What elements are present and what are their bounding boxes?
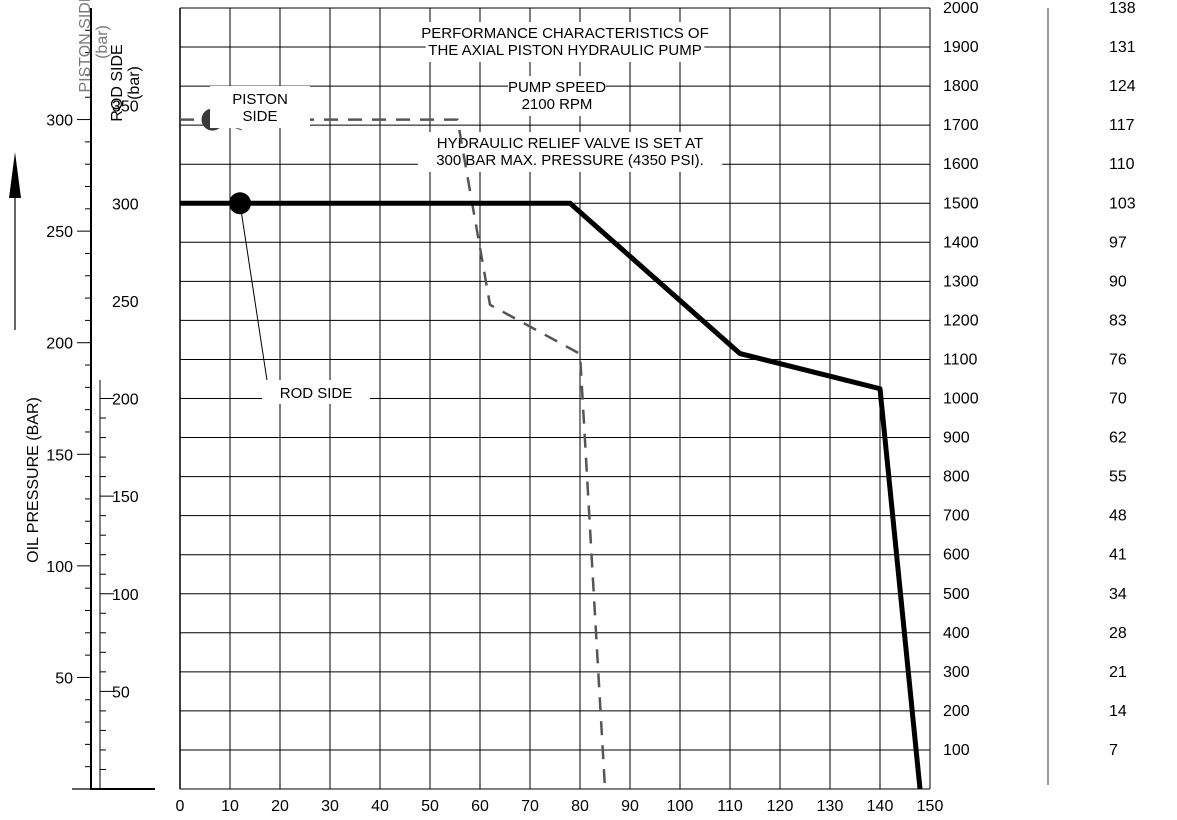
- piston-tick-label: 200: [46, 336, 73, 353]
- rod-tick-label: 300: [112, 196, 139, 213]
- x-tick-label: 100: [667, 798, 694, 815]
- piston-tick-label: 50: [55, 670, 73, 687]
- right-secondary-tick-label: 48: [1109, 508, 1127, 525]
- rod-tick-label: 50: [112, 684, 130, 701]
- right-primary-tick-label: 2000: [943, 0, 979, 17]
- right-primary-tick-label: 700: [943, 508, 970, 525]
- piston-tick-label: 250: [46, 224, 73, 241]
- piston-tick-label: 300: [46, 113, 73, 130]
- right-secondary-tick-label: 21: [1109, 664, 1127, 681]
- rod-tick-label: 350: [112, 99, 139, 116]
- right-secondary-tick-label: 117: [1109, 117, 1135, 134]
- right-secondary-tick-label: 55: [1109, 469, 1127, 486]
- x-tick-label: 10: [221, 798, 239, 815]
- right-primary-tick-label: 1600: [943, 156, 979, 173]
- rod-tick-label: 200: [112, 392, 139, 409]
- pump-speed-note-line: PUMP SPEED: [508, 79, 606, 96]
- piston-side-label-bg: [210, 86, 310, 128]
- rod-tick-label: 100: [112, 587, 139, 604]
- rod-side-label: ROD SIDE: [280, 385, 353, 402]
- right-secondary-tick-label: 34: [1109, 586, 1127, 603]
- right-secondary-tick-label: 7: [1109, 742, 1118, 759]
- piston-tick-label: 150: [46, 447, 73, 464]
- right-secondary-tick-label: 41: [1109, 547, 1127, 564]
- right-primary-tick-label: 200: [943, 703, 970, 720]
- chart-title-line: THE AXIAL PISTON HYDRAULIC PUMP: [428, 42, 701, 59]
- pump-speed-note-line: 2100 RPM: [522, 96, 593, 113]
- x-tick-label: 140: [867, 798, 894, 815]
- right-primary-tick-label: 1700: [943, 117, 979, 134]
- chart-title-bg: [425, 22, 705, 62]
- x-tick-label: 80: [571, 798, 589, 815]
- piston-tick-label: 100: [46, 559, 73, 576]
- rod-axis-title-line: (bar): [126, 66, 143, 100]
- right-secondary-tick-label: 110: [1109, 156, 1135, 173]
- right-primary-tick-label: 600: [943, 547, 970, 564]
- rod-tick-label: 150: [112, 489, 139, 506]
- chart-title-line: PERFORMANCE CHARACTERISTICS OF: [421, 25, 709, 42]
- right-secondary-tick-label: 14: [1109, 703, 1127, 720]
- x-tick-label: 110: [717, 798, 743, 815]
- right-secondary-tick-label: 83: [1109, 312, 1127, 329]
- right-primary-tick-label: 1400: [943, 234, 979, 251]
- right-secondary-tick-label: 124: [1109, 78, 1136, 95]
- right-primary-tick-label: 1000: [943, 391, 979, 408]
- right-primary-tick-label: 1500: [943, 195, 979, 212]
- right-secondary-tick-label: 103: [1109, 195, 1136, 212]
- right-primary-tick-label: 1800: [943, 78, 979, 95]
- rod-side-line: [180, 200, 923, 790]
- axes: 0 10 20 30 40 50 60 70 80 90 100 110 120 130 140 150 50 1…: [9, 0, 1136, 815]
- rod-side-marker: [229, 192, 251, 215]
- right-secondary-tick-label: 97: [1109, 234, 1127, 251]
- piston-axis-title: PISTON SIDE (bar): [77, 0, 111, 93]
- x-tick-label: 130: [817, 798, 844, 815]
- right-secondary-tick-label: 28: [1109, 625, 1127, 642]
- piston-axis-title-line: (bar): [94, 25, 111, 59]
- piston-side-label: PISTON: [232, 91, 288, 108]
- piston-axis-title-line: PISTON SIDE: [77, 0, 94, 93]
- piston-side-line: [180, 118, 607, 790]
- relief-valve-note-bg: [417, 132, 723, 172]
- relief-valve-note-line: 300 BAR MAX. PRESSURE (4350 PSI).: [436, 152, 704, 169]
- rod-tick-label: 250: [112, 294, 139, 311]
- x-tick-label: 60: [471, 798, 489, 815]
- right-primary-tick-label: 300: [943, 664, 970, 681]
- right-primary-tick-label: 100: [943, 742, 970, 759]
- right-secondary-tick-label: 90: [1109, 273, 1127, 290]
- right-primary-tick-label: 900: [943, 430, 970, 447]
- right-primary-tick-label: 1100: [943, 351, 978, 368]
- right-primary-tick-label: 1200: [943, 312, 979, 329]
- right-secondary-tick-label: 76: [1109, 351, 1127, 368]
- x-tick-label: 120: [767, 798, 794, 815]
- pump-speed-note-bg: [508, 76, 606, 116]
- x-tick-label: 70: [521, 798, 539, 815]
- right-primary-tick-label: 400: [943, 625, 970, 642]
- right-primary-tick-label: 1300: [943, 273, 979, 290]
- right-primary-tick-label: 500: [943, 586, 970, 603]
- right-secondary-tick-label: 70: [1109, 391, 1127, 408]
- pressure-arrow-head: [9, 152, 21, 198]
- rod-axis-title: ROD SIDE (bar): [109, 44, 143, 121]
- piston-side-label: SIDE: [242, 108, 277, 125]
- right-secondary-tick-label: 131: [1109, 39, 1136, 56]
- y-axis-title: OIL PRESSURE (BAR): [25, 397, 42, 563]
- right-primary-tick-label: 800: [943, 469, 970, 486]
- x-tick-label: 30: [321, 798, 339, 815]
- rod-side-label-bg: [262, 380, 370, 404]
- relief-valve-note-line: HYDRAULIC RELIEF VALVE IS SET AT: [437, 135, 703, 152]
- rod-axis-title-line: ROD SIDE: [109, 44, 126, 121]
- right-secondary-tick-label: 138: [1109, 0, 1136, 17]
- x-tick-label: 20: [271, 798, 289, 815]
- x-tick-label: 90: [621, 798, 639, 815]
- x-tick-label: 40: [371, 798, 389, 815]
- right-secondary-tick-label: 62: [1109, 430, 1127, 447]
- right-primary-tick-label: 1900: [943, 39, 979, 56]
- x-tick-label: 150: [917, 798, 944, 815]
- x-tick-label: 0: [176, 798, 185, 815]
- rod-side-leader: [239, 203, 271, 401]
- x-tick-label: 50: [421, 798, 439, 815]
